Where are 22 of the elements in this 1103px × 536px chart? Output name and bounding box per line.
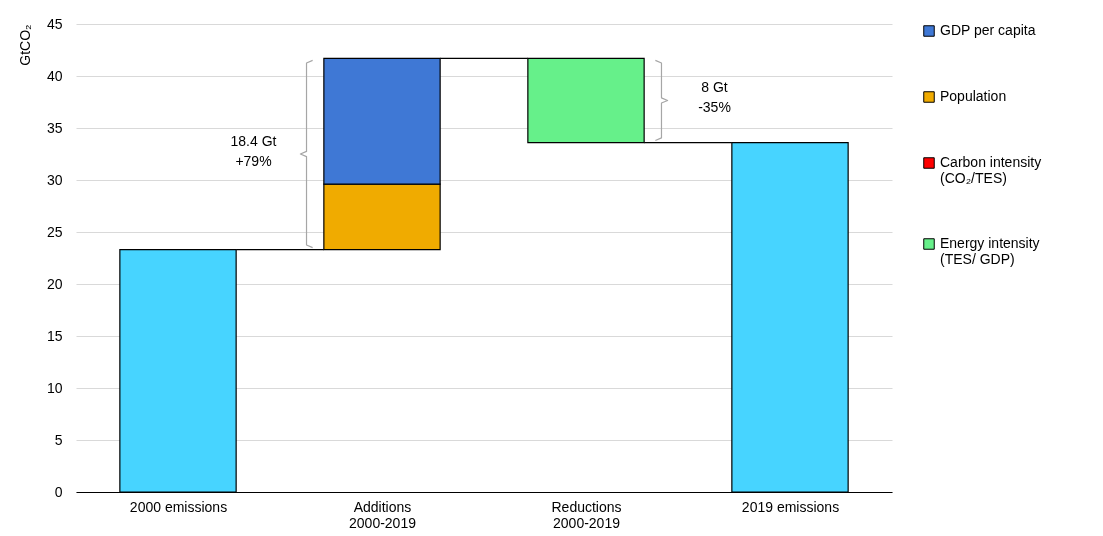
x-tick-label: Reductions 2000-2019 (551, 498, 622, 531)
legend-label: Population (940, 88, 1007, 104)
y-tick-label: 20 (46, 275, 63, 292)
y-axis-title: GtCO₂ (16, 24, 33, 66)
y-tick-label: 10 (46, 379, 63, 396)
y-tick-label: 45 (46, 15, 63, 32)
y-tick-label: 15 (46, 327, 63, 344)
annotation: 18.4 Gt +79% (230, 133, 277, 169)
annotation: 8 Gt -35% (698, 79, 731, 116)
bar (527, 57, 645, 144)
y-tick-label: 35 (46, 119, 63, 136)
y-tick-label: 0 (54, 483, 63, 500)
x-tick-label: 2000 emissions (129, 498, 228, 515)
legend-label: GDP per capita (940, 22, 1036, 38)
x-tick-label: 2019 emissions (741, 498, 840, 515)
y-tick-label: 40 (46, 67, 63, 84)
legend-label: Energy intensity (TES/ GDP) (940, 235, 1040, 267)
y-tick-label: 25 (46, 223, 63, 240)
y-tick-label: 5 (54, 431, 63, 448)
y-tick-label: 30 (46, 171, 63, 188)
x-tick-label: Additions 2000-2019 (349, 498, 417, 531)
legend-label: Carbon intensity (CO₂/TES) (940, 154, 1042, 186)
